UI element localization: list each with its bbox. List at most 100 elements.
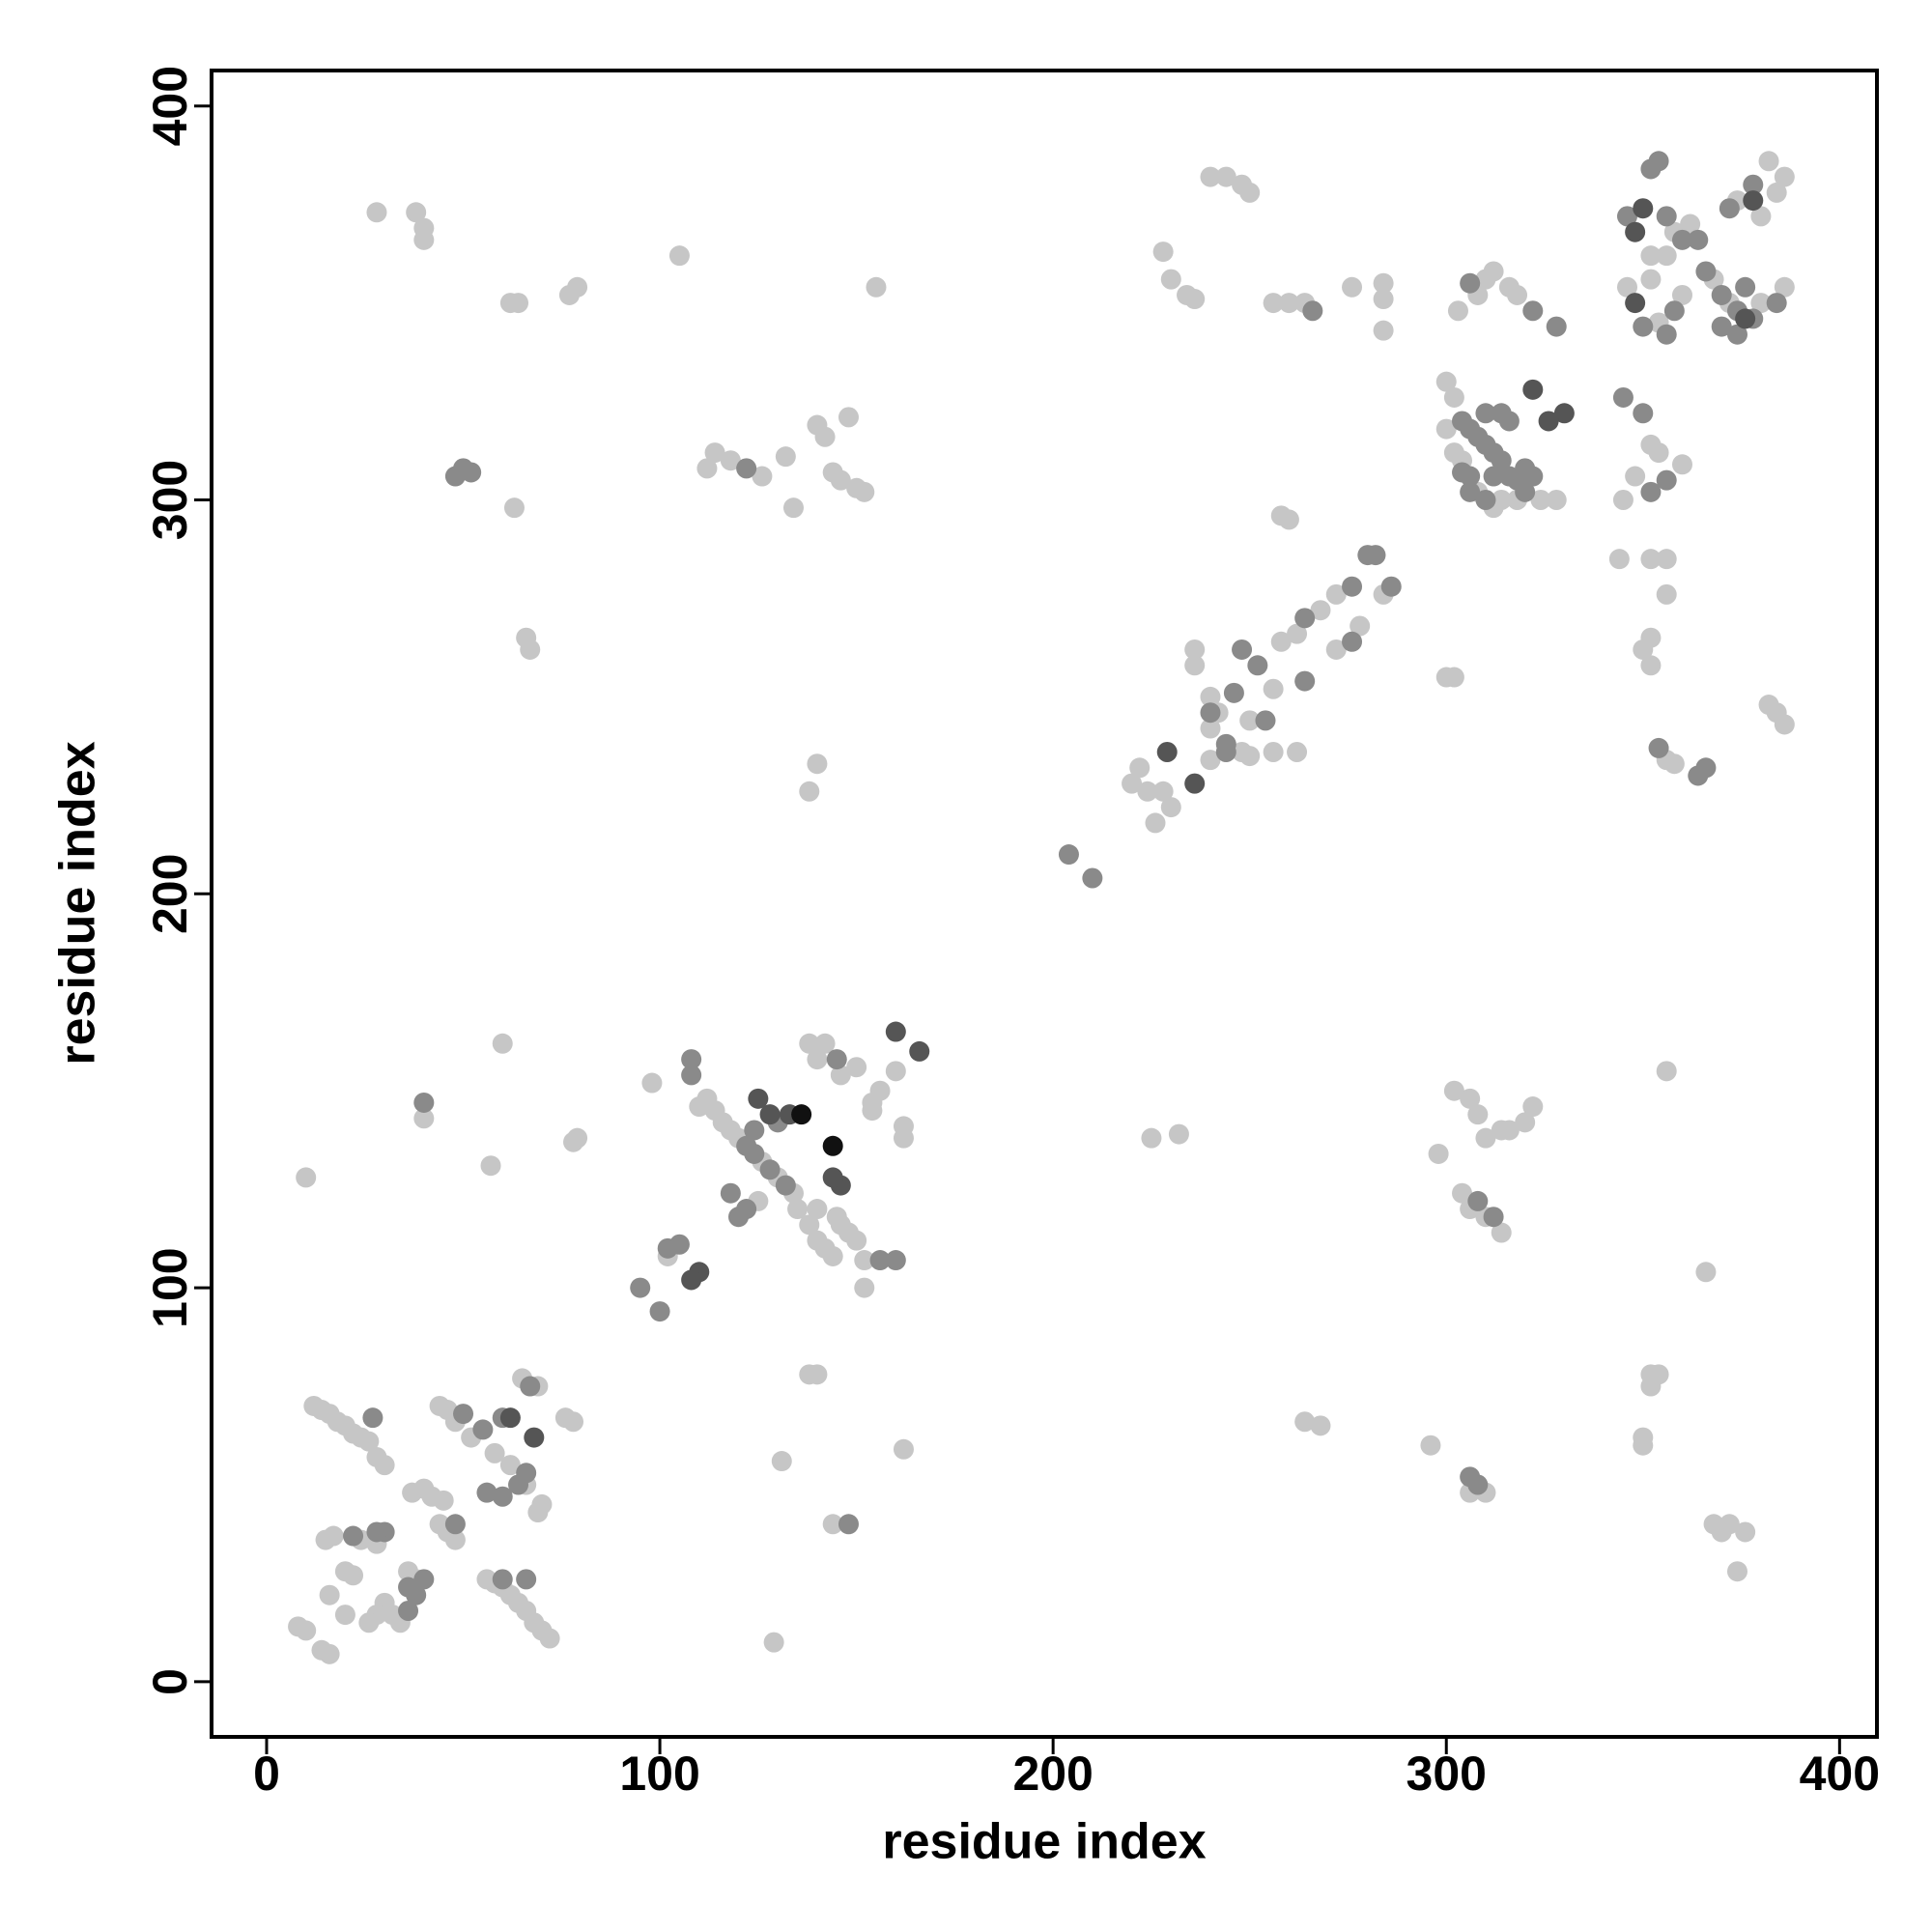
point — [1640, 655, 1662, 676]
y-tick-label: 400 — [143, 66, 197, 146]
point — [433, 1490, 454, 1511]
point — [1342, 276, 1363, 298]
point — [1612, 386, 1634, 408]
point — [1215, 733, 1236, 754]
point — [1200, 718, 1221, 739]
point — [1663, 753, 1685, 775]
point — [1726, 1561, 1747, 1582]
point — [1058, 844, 1079, 866]
point — [720, 450, 741, 471]
point — [1467, 1104, 1489, 1125]
point — [1184, 655, 1206, 676]
point — [1428, 1143, 1449, 1164]
point — [830, 469, 851, 491]
point — [1530, 490, 1551, 511]
point — [799, 1214, 820, 1236]
point — [1420, 1435, 1441, 1456]
point — [296, 1167, 317, 1188]
point — [1215, 166, 1236, 187]
point — [1137, 781, 1158, 802]
point — [1726, 324, 1747, 345]
point — [826, 1049, 847, 1070]
point — [453, 1404, 474, 1425]
point — [1640, 269, 1662, 290]
point — [1507, 284, 1528, 305]
point — [822, 1514, 843, 1535]
point — [846, 1230, 867, 1251]
x-tick-label: 100 — [619, 1747, 699, 1801]
x-tick-label: 0 — [253, 1747, 280, 1801]
point — [1671, 229, 1692, 250]
point — [727, 1207, 749, 1228]
point — [720, 1182, 741, 1204]
point — [1612, 490, 1634, 511]
point — [1656, 206, 1677, 227]
point — [1648, 442, 1669, 464]
point — [1711, 284, 1732, 305]
point — [854, 1277, 875, 1298]
point — [1711, 316, 1732, 337]
point — [508, 293, 529, 314]
point — [1625, 293, 1646, 314]
point — [1774, 166, 1795, 187]
point — [1460, 272, 1481, 294]
point — [1475, 490, 1496, 511]
x-tick-label: 400 — [1800, 1747, 1880, 1801]
point — [520, 1376, 541, 1397]
point — [807, 1199, 828, 1220]
point — [527, 1502, 549, 1523]
point — [492, 1033, 513, 1054]
point — [1302, 300, 1323, 322]
y-tick-label: 200 — [143, 854, 197, 934]
point — [1719, 1514, 1740, 1535]
point — [744, 1120, 765, 1141]
point — [1447, 300, 1468, 322]
point — [759, 1159, 781, 1180]
y-tick-label: 300 — [143, 460, 197, 540]
point — [1342, 631, 1363, 652]
point — [1656, 549, 1677, 570]
point — [1460, 481, 1481, 502]
point — [1483, 1207, 1504, 1228]
point — [1145, 812, 1166, 834]
point — [885, 1061, 906, 1082]
point — [854, 481, 875, 502]
point — [1460, 466, 1481, 487]
point — [807, 753, 828, 775]
point — [822, 1135, 843, 1156]
point — [1546, 490, 1567, 511]
point — [1522, 300, 1544, 322]
point — [1774, 276, 1795, 298]
point — [649, 1301, 670, 1322]
point — [1373, 289, 1394, 310]
point — [1766, 182, 1787, 203]
point — [516, 1569, 537, 1590]
point — [1467, 1190, 1489, 1211]
point — [296, 1620, 317, 1641]
plot-frame — [210, 69, 1879, 1739]
point — [1294, 1411, 1316, 1433]
point — [1122, 773, 1143, 794]
point — [893, 1127, 914, 1149]
point — [1648, 737, 1669, 758]
point — [696, 458, 718, 479]
point — [826, 1207, 847, 1228]
point — [1325, 639, 1347, 660]
point — [1758, 151, 1779, 172]
point — [413, 229, 435, 250]
point — [1380, 576, 1402, 597]
point — [1200, 686, 1221, 707]
point — [1255, 710, 1276, 731]
point — [1278, 293, 1299, 314]
point — [567, 276, 588, 298]
point — [1640, 1376, 1662, 1397]
point — [1263, 741, 1284, 762]
point — [323, 1525, 344, 1547]
point — [771, 1451, 792, 1472]
point — [1483, 466, 1504, 487]
point — [1617, 206, 1638, 227]
point — [1656, 583, 1677, 605]
point — [1743, 190, 1764, 212]
point — [1663, 300, 1685, 322]
